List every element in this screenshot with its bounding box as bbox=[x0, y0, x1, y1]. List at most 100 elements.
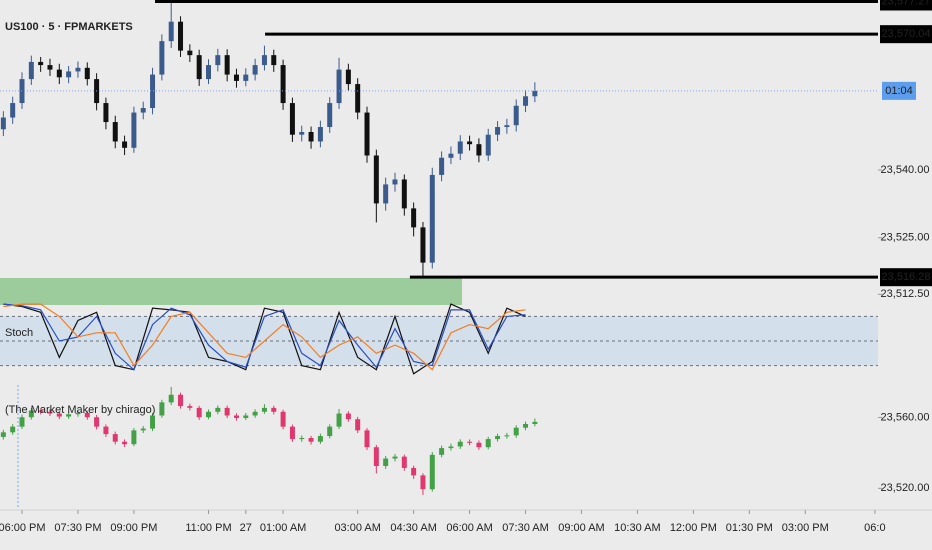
x-tick-label: 01:30 PM bbox=[726, 522, 773, 534]
x-tick-label: 12:00 PM bbox=[670, 522, 717, 534]
candle-body bbox=[75, 412, 81, 415]
candle-body bbox=[513, 427, 519, 436]
candle-body bbox=[448, 153, 454, 158]
candle-body bbox=[178, 394, 184, 407]
candle-body bbox=[94, 417, 100, 427]
candle-body bbox=[327, 103, 333, 128]
candle-body bbox=[327, 426, 333, 437]
candle-body bbox=[364, 112, 370, 156]
x-tick-label: 06:0 bbox=[864, 522, 885, 534]
candle-body bbox=[476, 442, 482, 448]
x-tick-label: 09:00 AM bbox=[558, 522, 604, 534]
candle-body bbox=[439, 157, 445, 175]
candle-body bbox=[439, 448, 445, 455]
level-label: 23,516.28 bbox=[882, 271, 931, 283]
candle-body bbox=[289, 426, 295, 440]
candle-body bbox=[10, 103, 16, 118]
candle-body bbox=[252, 65, 258, 75]
candle-body bbox=[336, 69, 342, 104]
candle-body bbox=[495, 436, 501, 440]
pane-title: Stoch bbox=[5, 327, 33, 339]
candle-body bbox=[38, 61, 44, 66]
candle-body bbox=[224, 407, 230, 416]
stoch-line bbox=[3, 303, 526, 375]
candle-body bbox=[271, 55, 277, 66]
candle-body bbox=[140, 108, 146, 113]
candle-body bbox=[523, 96, 529, 106]
candle-body bbox=[373, 447, 379, 466]
candle-body bbox=[233, 415, 239, 418]
pane-title: US100 · 5 · FPMARKETS bbox=[5, 21, 133, 33]
candle-body bbox=[317, 127, 323, 142]
candle-body bbox=[159, 41, 165, 75]
candle-body bbox=[122, 441, 128, 445]
level-label: 23,577.27 bbox=[882, 0, 931, 7]
candle-body bbox=[47, 411, 53, 414]
candle-body bbox=[495, 127, 501, 135]
x-tick-label: 04:30 AM bbox=[390, 522, 436, 534]
countdown: 01:04 bbox=[885, 85, 913, 97]
candle-body bbox=[196, 55, 202, 80]
candle-body bbox=[168, 394, 174, 403]
x-tick-label: 01:00 AM bbox=[260, 522, 306, 534]
candle-body bbox=[215, 407, 221, 412]
candle-body bbox=[178, 21, 184, 51]
candle-body bbox=[131, 430, 137, 445]
candle-body bbox=[345, 413, 351, 420]
level-tag bbox=[880, 0, 932, 11]
y-tick-label: 23,560.00 bbox=[881, 411, 930, 423]
candle-body bbox=[122, 141, 128, 148]
countdown-tag bbox=[882, 81, 916, 100]
candle-body bbox=[224, 55, 230, 75]
candle-body bbox=[280, 411, 286, 427]
candle-body bbox=[373, 155, 379, 204]
candle-body bbox=[56, 413, 62, 417]
candle-body bbox=[19, 79, 25, 104]
candle-body bbox=[429, 454, 435, 490]
candle-body bbox=[47, 65, 53, 70]
candle-body bbox=[66, 414, 72, 417]
candle-body bbox=[308, 131, 314, 142]
candle-body bbox=[66, 71, 72, 78]
candle-body bbox=[187, 406, 193, 408]
candle-body bbox=[205, 65, 211, 80]
candle-body bbox=[150, 415, 156, 429]
candle-body bbox=[504, 435, 510, 437]
level-tag bbox=[880, 268, 932, 287]
candle-body bbox=[103, 103, 109, 123]
candle-body bbox=[252, 411, 258, 416]
candle-body bbox=[10, 426, 16, 433]
candle-body bbox=[289, 103, 295, 135]
candle-body bbox=[187, 50, 193, 56]
candle-body bbox=[205, 411, 211, 418]
candle-body bbox=[150, 74, 156, 109]
x-tick-label: 07:30 PM bbox=[54, 522, 101, 534]
x-tick-label: 10:30 AM bbox=[614, 522, 660, 534]
x-tick-label: 09:00 PM bbox=[110, 522, 157, 534]
candle-body bbox=[485, 439, 491, 448]
x-tick-label: 11:00 PM bbox=[185, 522, 231, 534]
candle-body bbox=[103, 426, 109, 435]
candle-body bbox=[299, 437, 305, 440]
candle-body bbox=[383, 458, 389, 466]
candle-body bbox=[317, 436, 323, 442]
candle-body bbox=[38, 410, 44, 412]
candle-body bbox=[84, 67, 90, 80]
level-label: 23,570.04 bbox=[882, 28, 931, 40]
candle-body bbox=[28, 410, 34, 418]
candle-body bbox=[308, 437, 314, 442]
x-tick-label: 06:00 AM bbox=[446, 522, 492, 534]
zone bbox=[0, 278, 462, 305]
candle-body bbox=[401, 456, 407, 468]
candle-body bbox=[411, 467, 417, 476]
candle-body bbox=[112, 122, 118, 142]
candle-body bbox=[0, 432, 6, 437]
candle-body bbox=[299, 131, 305, 135]
candle-body bbox=[355, 84, 361, 113]
level-tag bbox=[880, 25, 932, 44]
candle-body bbox=[392, 456, 398, 459]
candle-body bbox=[429, 174, 435, 263]
candle-body bbox=[0, 117, 6, 130]
